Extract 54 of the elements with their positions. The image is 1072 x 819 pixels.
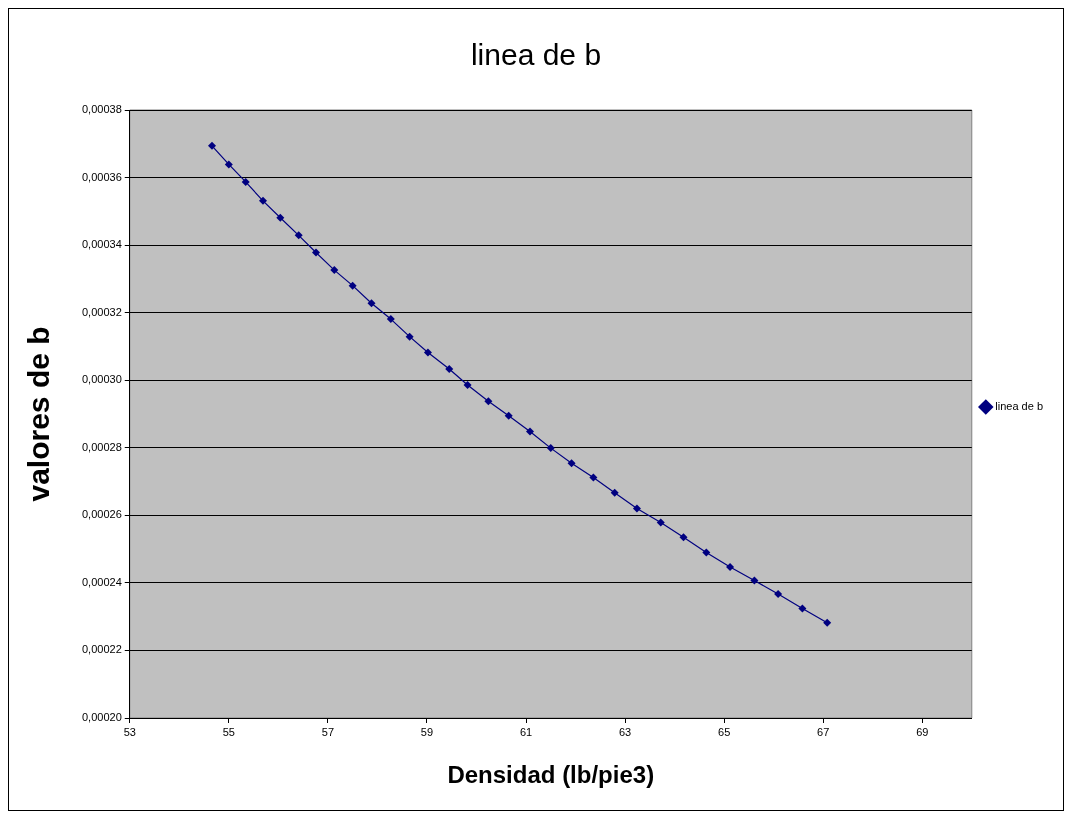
point <box>679 533 688 542</box>
point <box>610 488 619 497</box>
y-tick-label: 0,00026 <box>82 508 122 521</box>
x-tick-label: 53 <box>123 725 136 738</box>
x-tick-label: 57 <box>321 725 335 738</box>
point <box>798 604 807 613</box>
point <box>330 266 339 275</box>
x-tick-label: 65 <box>718 725 731 738</box>
point <box>367 299 376 308</box>
point <box>702 548 711 557</box>
point <box>259 196 267 205</box>
point <box>405 332 414 341</box>
y-axis-title: valores de b <box>22 326 56 502</box>
point <box>312 248 320 257</box>
point <box>632 504 641 513</box>
point <box>504 411 513 420</box>
point <box>589 473 598 482</box>
y-tick-label: 0,00038 <box>82 103 122 116</box>
point <box>463 380 472 389</box>
point <box>750 576 759 585</box>
y-tick-label: 0,00032 <box>82 305 122 318</box>
x-axis-title: Densidad (lb/pie3) <box>447 761 655 789</box>
point <box>445 365 454 374</box>
point <box>294 231 303 240</box>
y-tick-label: 0,00020 <box>82 711 122 724</box>
y-tick-label: 0,00022 <box>82 643 122 656</box>
point <box>823 618 832 627</box>
point <box>348 281 357 290</box>
x-tick-label: 63 <box>618 725 632 738</box>
x-tick-label: 59 <box>420 725 434 738</box>
legend-label: linea de b <box>995 400 1044 413</box>
point <box>484 397 493 406</box>
y-tick-label: 0,00036 <box>82 170 122 183</box>
point <box>207 141 216 150</box>
y-tick-label: 0,00024 <box>82 575 122 588</box>
point <box>726 563 735 572</box>
point <box>276 213 285 222</box>
point <box>567 459 576 468</box>
point <box>774 590 783 599</box>
point <box>525 427 534 436</box>
point <box>386 315 395 324</box>
x-tick-label: 67 <box>817 725 830 738</box>
x-tick-label: 61 <box>519 725 533 738</box>
point <box>423 348 432 357</box>
y-tick-label: 0,00034 <box>82 238 122 251</box>
point <box>656 518 665 527</box>
y-tick-label: 0,00028 <box>82 440 122 453</box>
x-tick-label: 69 <box>916 725 929 738</box>
x-tick-label: 55 <box>222 725 235 738</box>
chart-title: linea de b <box>470 38 602 72</box>
point <box>241 177 250 186</box>
y-tick-label: 0,00030 <box>82 373 122 386</box>
point <box>546 444 555 453</box>
point <box>224 160 233 169</box>
